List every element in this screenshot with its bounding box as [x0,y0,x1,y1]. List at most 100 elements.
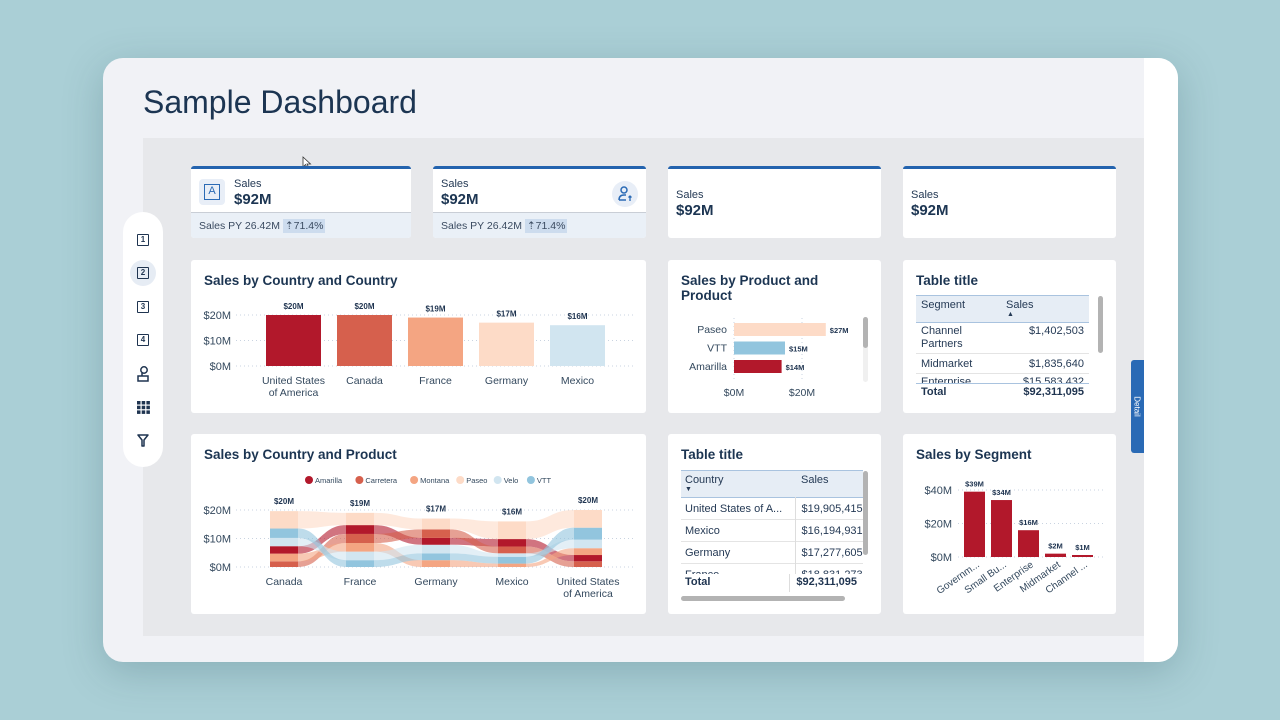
kpi-change: ⇡71.4% [282,219,326,233]
nav-page-3[interactable]: 3 [130,294,156,320]
bar [991,500,1012,557]
x-tick-label: United States [556,576,619,588]
column-header-sales[interactable]: Sales [801,474,829,486]
kpi-card-1[interactable]: A Sales $92M Sales PY 26.42M ⇡71.4% [191,166,411,238]
nav-filter[interactable] [130,427,156,453]
data-label: $14M [786,363,805,372]
stack-segment [498,556,526,564]
chart-title: Sales by Segment [916,447,1032,462]
cell-sales: $1,402,503 [1028,325,1084,337]
sales-by-product-chart: $0M $20M Paseo $27M VTT $15M Amarilla $14M [689,318,849,399]
data-label: $1M [1075,543,1090,552]
stack-segment [498,546,526,554]
legend-label: Velo [504,476,519,485]
ribbon [298,511,346,529]
table-row[interactable]: Channel Partners $1,402,503 [916,323,1089,354]
page-title: Sample Dashboard [143,84,417,120]
stack-segment [422,537,450,545]
y-tick-label: $10M [203,534,231,546]
data-label: $16M [1019,518,1038,527]
column-header-country[interactable]: Country ▼ [681,471,795,498]
data-label: $39M [965,480,984,489]
page-3-icon: 3 [137,301,149,313]
scrollbar-track[interactable] [863,317,868,382]
nav-page-4[interactable]: 4 [130,327,156,353]
y-tick-label: Paseo [697,324,727,336]
sales-by-product-card[interactable]: Sales by Product and Product $0M $20M Pase… [668,260,881,413]
sales-by-country-card[interactable]: Sales by Country and Country $0M $10M $20M… [191,260,646,413]
kpi-label: Sales [234,178,262,190]
stack-segment [422,553,450,561]
bar [964,491,985,557]
stack-segment [270,511,298,529]
vertical-scrollbar[interactable] [863,317,868,348]
segment-table-card[interactable]: Table title Segment Sales ▲ Channel Partne… [903,260,1116,413]
sales-by-segment-card[interactable]: Sales by Segment $0M $20M $40M $39M Governm.… [903,434,1116,614]
total-label: Total [681,574,791,592]
cell-sales: $19,905,415 [801,502,863,515]
vertical-scrollbar[interactable] [1098,296,1103,353]
y-tick-label: $40M [924,485,952,497]
kpi-card-2[interactable]: Sales $92M Sales PY 26.42M ⇡71.4% [433,166,646,238]
page-2-icon: 2 [137,267,149,279]
ribbon [526,527,574,564]
ribbon [450,544,498,557]
stack-segment [498,539,526,547]
column-header-segment[interactable]: Segment [921,299,966,311]
table-row[interactable]: Germany $17,277,605 [681,541,863,564]
table-row[interactable]: Enterprise $15,583,432 [916,374,1089,383]
chart-title: Sales by Product and Product [681,273,819,303]
legend-marker [493,476,502,484]
table-row[interactable]: France$18,831,273 [681,563,863,574]
x-tick-label: Mexico [495,576,528,588]
sales-by-country-product-card[interactable]: Sales by Country and Product $0M $10M $20M… [191,434,646,614]
nav-grid[interactable] [130,394,156,420]
table-total-row: Total $92,311,095 [916,383,1089,398]
total-label: Total [921,386,947,398]
table-row[interactable]: Midmarket $1,835,640 [916,354,1089,374]
total-value: $92,311,095 [1023,386,1084,398]
kpi-card-3[interactable]: Sales $92M [668,166,881,238]
nav-page-1[interactable]: 1 [130,227,156,253]
cell-sales: $17,277,605 [801,546,863,559]
kpi-card-4[interactable]: Sales $92M [903,166,1116,238]
data-label: $20M [578,496,598,505]
detail-tab[interactable]: Detail [1131,360,1144,453]
legend-label: Paseo [466,476,487,485]
y-tick-label: VTT [707,343,727,355]
letter-a-icon: A [199,179,225,205]
stack-segment [346,525,374,534]
column-header-sales[interactable]: Sales ▲ [1001,296,1089,323]
data-label: $19M [350,499,370,508]
stack-segment [574,539,602,549]
country-table-card[interactable]: Table title Country ▼ Sales United States … [668,434,881,614]
x-tick-label: France [419,375,452,387]
horizontal-scrollbar[interactable] [681,596,845,601]
nav-page-2[interactable]: 2 [130,260,156,286]
cell-sales: $1,835,640 [1028,357,1084,370]
legend-marker [410,476,419,484]
table-row[interactable]: Mexico $16,194,931 [681,519,863,542]
stack-segment [346,533,374,544]
user-up-icon[interactable] [612,181,638,207]
nav-assistant[interactable] [130,361,156,387]
stack-segment [270,537,298,547]
data-label: $17M [426,505,446,514]
y-tick-label: $20M [203,310,231,322]
cell-country: Germany [681,541,796,564]
chart-title: Sales by Country and Product [204,447,397,462]
bar [266,315,321,366]
data-label: $17M [496,310,516,319]
legend-marker [305,476,313,484]
table-row[interactable]: United States of A... $19,905,415 [681,497,863,520]
stack-segment [422,560,450,567]
kpi-prior-year: Sales PY 26.42M [441,220,522,232]
sort-ascending-icon: ▲ [1007,311,1014,318]
x-tick-label: $0M [724,387,744,399]
data-label: $19M [425,305,445,314]
vertical-scrollbar[interactable] [863,471,868,555]
ribbon [450,529,498,554]
stack-segment [574,527,602,540]
legend-marker [526,476,535,484]
cell-sales: $15,583,432 [1022,376,1084,383]
